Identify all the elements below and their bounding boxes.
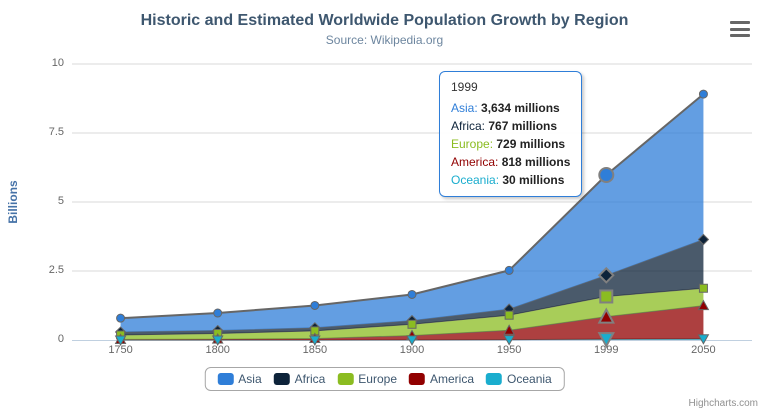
- legend-label: Asia: [238, 372, 262, 386]
- marker-america-1999[interactable]: [597, 307, 615, 324]
- marker-africa-2050[interactable]: [697, 233, 710, 246]
- legend: Asia Africa Europe America Oceania: [204, 367, 565, 391]
- marker-oceania-1800[interactable]: [211, 335, 224, 346]
- x-axis-label: 1999: [594, 344, 619, 356]
- y-axis-label: 2.5: [48, 264, 64, 276]
- tooltip-row-america: America: 818 millions: [451, 153, 570, 171]
- tooltip: 1999 Asia: 3,634 millions Africa: 767 mil…: [439, 71, 583, 197]
- legend-swatch-icon: [409, 373, 426, 385]
- legend-item-africa[interactable]: Africa: [273, 372, 326, 386]
- export-menu-button[interactable]: [730, 20, 752, 38]
- marker-asia-1999[interactable]: [598, 167, 615, 184]
- tooltip-series-name: Europe:: [451, 137, 497, 151]
- tooltip-row-africa: Africa: 767 millions: [451, 117, 570, 135]
- tooltip-series-name: Asia:: [451, 101, 482, 115]
- tooltip-row-asia: Asia: 3,634 millions: [451, 99, 570, 117]
- y-axis-label: 10: [51, 57, 64, 69]
- area-asia[interactable]: [120, 94, 704, 333]
- tooltip-series-name: Africa:: [451, 119, 489, 133]
- marker-europe-2050[interactable]: [698, 283, 708, 293]
- x-axis-label: 1900: [399, 344, 425, 356]
- y-axis-label: 0: [57, 333, 64, 345]
- legend-swatch-icon: [273, 373, 290, 385]
- legend-swatch-icon: [217, 373, 234, 385]
- tooltip-series-value: 729 millions: [496, 137, 566, 151]
- hamburger-icon: [730, 27, 750, 31]
- hamburger-icon: [730, 21, 750, 24]
- chart-title: Historic and Estimated Worldwide Populat…: [140, 12, 629, 29]
- marker-america-1950[interactable]: [503, 324, 515, 335]
- marker-oceania-1950[interactable]: [503, 335, 515, 346]
- tooltip-series-value: 818 millions: [501, 155, 571, 169]
- tooltip-series-value: 3,634 millions: [481, 101, 560, 115]
- tooltip-series-value: 767 millions: [488, 119, 558, 133]
- marker-america-2050[interactable]: [697, 299, 710, 311]
- tooltip-row-europe: Europe: 729 millions: [451, 135, 570, 153]
- tooltip-header: 1999: [451, 80, 478, 94]
- area-america[interactable]: [120, 305, 704, 340]
- legend-item-europe[interactable]: Europe: [337, 372, 397, 386]
- legend-label: America: [430, 372, 475, 386]
- marker-asia-2050[interactable]: [698, 89, 708, 99]
- legend-label: Europe: [358, 372, 398, 386]
- x-axis-label: 1750: [108, 344, 133, 356]
- chart-subtitle: Source: Wikipedia.org: [325, 33, 444, 47]
- marker-europe-1999[interactable]: [599, 289, 614, 304]
- marker-oceania-1999[interactable]: [597, 332, 615, 349]
- legend-item-america[interactable]: America: [409, 372, 474, 386]
- tooltip-series-name: Oceania:: [451, 173, 503, 187]
- y-axis-label: 7.5: [48, 126, 64, 138]
- marker-europe-1900[interactable]: [407, 319, 417, 329]
- area-africa[interactable]: [120, 239, 704, 335]
- x-axis-label: 2050: [691, 344, 716, 356]
- legend-label: Africa: [294, 372, 326, 386]
- x-axis-label: 1800: [205, 344, 230, 356]
- marker-asia-1750[interactable]: [116, 313, 126, 323]
- marker-asia-1900[interactable]: [407, 289, 417, 299]
- tooltip-row-oceania: Oceania: 30 millions: [451, 171, 570, 189]
- tooltip-series-value: 30 millions: [502, 173, 565, 187]
- legend-item-asia[interactable]: Asia: [217, 372, 262, 386]
- y-axis-title: Billions: [6, 180, 20, 224]
- marker-europe-1950[interactable]: [504, 310, 514, 320]
- legend-item-oceania[interactable]: Oceania: [486, 372, 552, 386]
- tooltip-series-name: America:: [451, 155, 502, 169]
- legend-swatch-icon: [486, 373, 503, 385]
- y-axis-label: 5: [57, 195, 64, 207]
- marker-asia-1950[interactable]: [504, 265, 514, 275]
- marker-oceania-1900[interactable]: [406, 335, 418, 346]
- credits-link[interactable]: Highcharts.com: [688, 398, 758, 409]
- marker-oceania-1850[interactable]: [309, 335, 321, 346]
- legend-swatch-icon: [337, 373, 354, 385]
- legend-label: Oceania: [507, 372, 552, 386]
- hamburger-icon: [730, 34, 750, 37]
- marker-africa-1999[interactable]: [597, 266, 615, 284]
- x-axis-label: 1950: [496, 344, 522, 356]
- x-axis-label: 1850: [302, 344, 328, 356]
- marker-oceania-2050[interactable]: [697, 334, 710, 345]
- marker-asia-1800[interactable]: [213, 308, 223, 318]
- marker-oceania-1750[interactable]: [114, 335, 127, 346]
- marker-asia-1850[interactable]: [310, 300, 320, 310]
